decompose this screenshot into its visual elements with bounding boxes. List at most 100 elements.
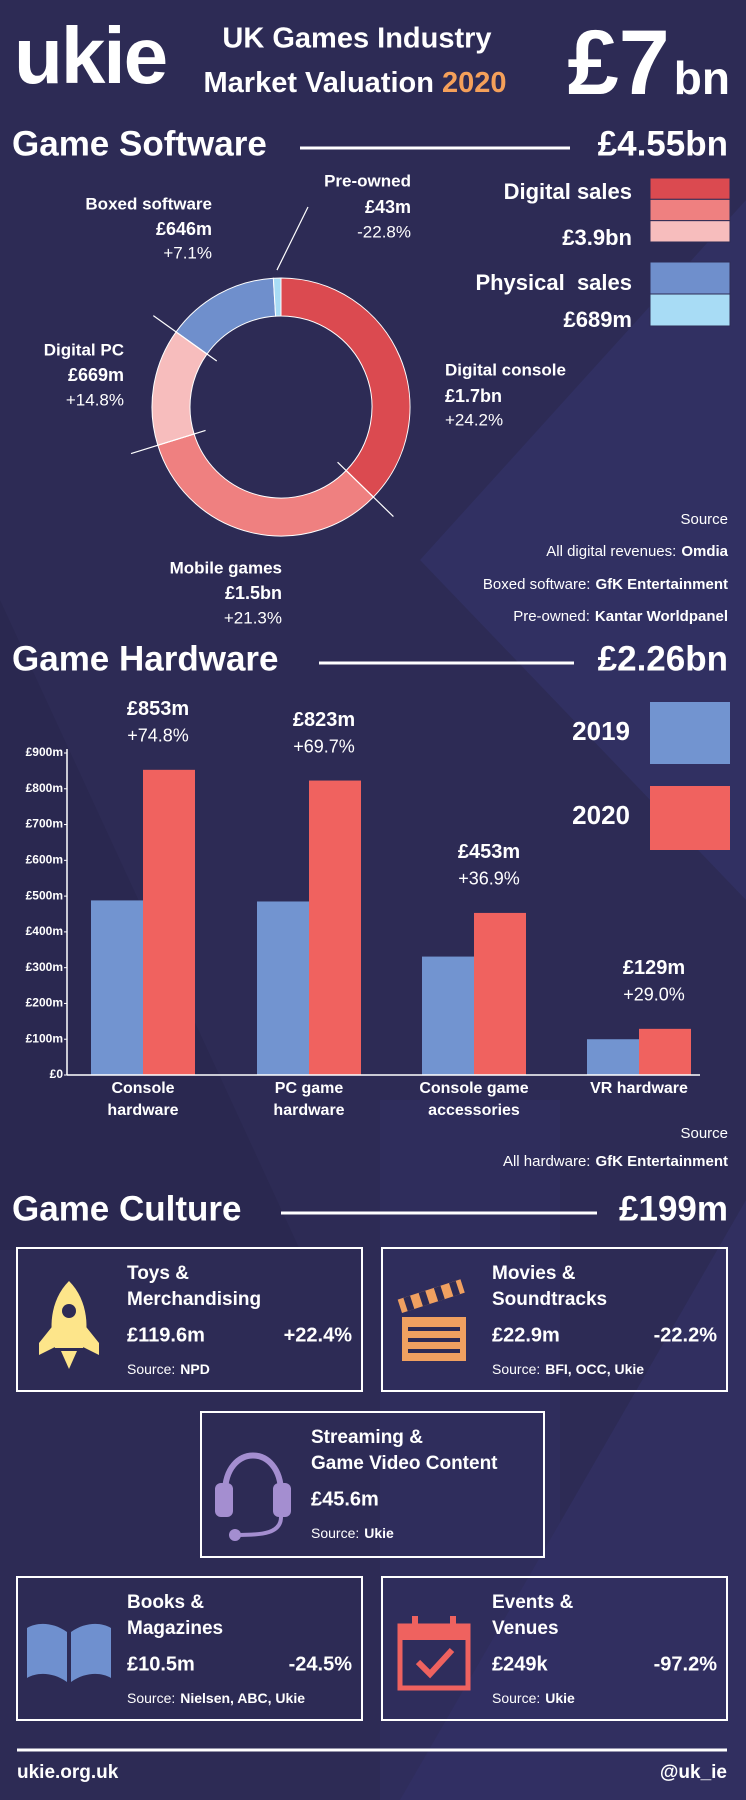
card-change: -24.5% bbox=[289, 1653, 353, 1675]
card-title: Game Video Content bbox=[311, 1453, 498, 1474]
source-label: All hardware: bbox=[503, 1153, 591, 1170]
icon-shape bbox=[408, 1349, 460, 1353]
icon-shape bbox=[412, 1616, 418, 1632]
icon-shape bbox=[450, 1616, 456, 1632]
slice-name: Mobile games bbox=[170, 558, 282, 577]
card-value: £10.5m bbox=[127, 1653, 195, 1675]
bar bbox=[257, 901, 309, 1075]
slice-name: Digital console bbox=[445, 360, 566, 379]
x-tick-label: PC game hardware bbox=[273, 1080, 345, 1119]
bar-value-label: £129m bbox=[623, 957, 685, 979]
card-change: -97.2% bbox=[654, 1653, 718, 1675]
slice-change: +24.2% bbox=[445, 410, 503, 429]
card-source-name: NPD bbox=[180, 1361, 210, 1377]
card-icon bbox=[397, 1279, 466, 1361]
legend-swatch bbox=[649, 220, 731, 243]
card-source: Source: NPD bbox=[127, 1361, 210, 1377]
legend-label: Physical sales bbox=[475, 270, 632, 295]
icon-shape bbox=[400, 1626, 468, 1640]
x-tick-label: Console hardware bbox=[107, 1080, 179, 1119]
source-label: Boxed software: bbox=[483, 576, 591, 593]
card-source-name: Nielsen, ABC, Ukie bbox=[180, 1690, 305, 1706]
icon-shape bbox=[39, 1323, 99, 1355]
icon-shape bbox=[403, 1295, 415, 1312]
source-title: Source bbox=[680, 511, 728, 528]
legend-label: 2020 bbox=[572, 800, 630, 830]
icon-shape bbox=[449, 1280, 461, 1297]
y-tick-label: £800m bbox=[26, 781, 63, 795]
card-icon bbox=[215, 1452, 291, 1541]
header-title-line: Market Valuation bbox=[204, 67, 434, 99]
card bbox=[16, 1576, 363, 1721]
legend-total: £3.9bn bbox=[562, 225, 632, 250]
card-value: £249k bbox=[492, 1653, 548, 1675]
card-title: Books & bbox=[127, 1592, 204, 1613]
card-source-name: Ukie bbox=[364, 1525, 394, 1541]
bar-change-label: +29.0% bbox=[623, 985, 685, 1005]
legend-swatch bbox=[649, 198, 731, 222]
card-source-label: Source: bbox=[311, 1525, 359, 1541]
slice-change: +21.3% bbox=[224, 608, 282, 627]
donut-slice bbox=[151, 331, 208, 446]
card-value: £22.9m bbox=[492, 1324, 560, 1346]
icon-shape bbox=[418, 1290, 430, 1307]
leader-line bbox=[276, 206, 309, 271]
icon-shape bbox=[27, 1623, 67, 1682]
legend-swatch bbox=[649, 177, 731, 200]
card-title: Streaming & bbox=[311, 1427, 423, 1448]
source-line: All digital revenues: Omdia bbox=[546, 543, 728, 560]
bar bbox=[474, 912, 526, 1075]
header-total-value: £7 bbox=[567, 12, 669, 114]
footer-handle: @uk_ie bbox=[660, 1762, 727, 1783]
card-title: Toys & bbox=[127, 1263, 189, 1284]
card bbox=[200, 1411, 545, 1558]
source-line: Pre-owned: Kantar Worldpanel bbox=[513, 608, 728, 625]
card-title: Soundtracks bbox=[492, 1289, 607, 1310]
bar-value-label: £853m bbox=[127, 698, 189, 720]
card-value: £119.6m bbox=[127, 1324, 205, 1346]
bar bbox=[91, 900, 143, 1075]
bar-change-label: +74.8% bbox=[127, 726, 189, 746]
source-name: Omdia bbox=[681, 543, 728, 560]
legend-swatch bbox=[650, 786, 730, 850]
y-tick-label: £200m bbox=[26, 996, 63, 1010]
slice-value: £646m bbox=[156, 219, 212, 239]
source-label: All digital revenues: bbox=[546, 543, 676, 560]
source-name: Kantar Worldpanel bbox=[595, 608, 728, 625]
slice-value: £1.7bn bbox=[445, 386, 502, 406]
x-tick-label: Console game accessories bbox=[419, 1080, 529, 1119]
icon-shape bbox=[62, 1304, 76, 1318]
icon-shape bbox=[408, 1327, 460, 1331]
y-tick-label: £400m bbox=[26, 924, 63, 938]
y-tick-label: £700m bbox=[26, 817, 63, 831]
bar bbox=[309, 780, 361, 1075]
card-title: Events & bbox=[492, 1592, 574, 1613]
bar-change-label: +36.9% bbox=[458, 869, 520, 889]
leader-line bbox=[130, 429, 206, 455]
slice-change: +14.8% bbox=[66, 390, 124, 409]
card-source: Source: Nielsen, ABC, Ukie bbox=[127, 1690, 305, 1706]
icon-shape bbox=[61, 1351, 77, 1369]
section-title: Game Software bbox=[12, 124, 267, 163]
card-icon bbox=[39, 1281, 99, 1369]
legend-swatch bbox=[650, 702, 730, 764]
source-title: Source bbox=[680, 1125, 728, 1142]
card-icon bbox=[397, 1616, 471, 1691]
bar bbox=[639, 1028, 691, 1075]
section-total: £2.26bn bbox=[598, 639, 728, 678]
card bbox=[16, 1247, 363, 1392]
header-total: £7bn bbox=[567, 12, 730, 114]
slice-value: £43m bbox=[365, 197, 411, 217]
legend-label: Digital sales bbox=[504, 179, 632, 204]
bar-change-label: +69.7% bbox=[293, 736, 355, 756]
card-title: Movies & bbox=[492, 1263, 576, 1284]
legend-swatch bbox=[649, 293, 731, 327]
slice-name: Boxed software bbox=[85, 194, 212, 213]
card bbox=[381, 1247, 728, 1392]
header-title: UK Games Industry bbox=[222, 23, 491, 55]
slice-change: +7.1% bbox=[163, 243, 212, 262]
icon-shape bbox=[273, 1483, 291, 1517]
card-source-label: Source: bbox=[492, 1690, 540, 1706]
